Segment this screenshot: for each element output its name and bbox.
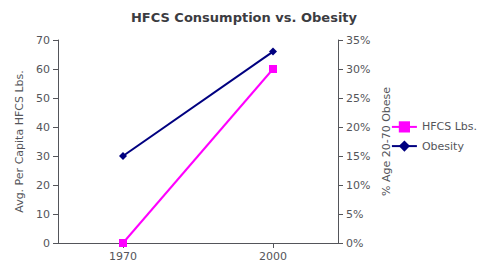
svg-text:20: 20	[36, 179, 50, 192]
svg-text:30: 30	[36, 150, 50, 163]
svg-text:% Age 20-70 Obese: % Age 20-70 Obese	[380, 87, 393, 196]
svg-text:Obesity: Obesity	[422, 140, 465, 153]
svg-text:70: 70	[36, 34, 50, 47]
svg-text:Avg. Per Capita HFCS Lbs.: Avg. Per Capita HFCS Lbs.	[13, 70, 26, 213]
svg-text:2000: 2000	[259, 250, 287, 263]
svg-text:60: 60	[36, 63, 50, 76]
svg-text:10%: 10%	[346, 179, 370, 192]
svg-text:15%: 15%	[346, 150, 370, 163]
svg-text:25%: 25%	[346, 92, 370, 105]
svg-text:0: 0	[43, 237, 50, 250]
svg-text:HFCS Consumption vs. Obesity: HFCS Consumption vs. Obesity	[131, 10, 358, 25]
svg-text:20%: 20%	[346, 121, 370, 134]
svg-text:0%: 0%	[346, 237, 363, 250]
svg-text:5%: 5%	[346, 208, 363, 221]
svg-text:30%: 30%	[346, 63, 370, 76]
svg-text:50: 50	[36, 92, 50, 105]
svg-text:1970: 1970	[109, 250, 137, 263]
svg-text:35%: 35%	[346, 34, 370, 47]
svg-text:10: 10	[36, 208, 50, 221]
svg-text:HFCS Lbs.: HFCS Lbs.	[422, 120, 477, 133]
svg-text:40: 40	[36, 121, 50, 134]
